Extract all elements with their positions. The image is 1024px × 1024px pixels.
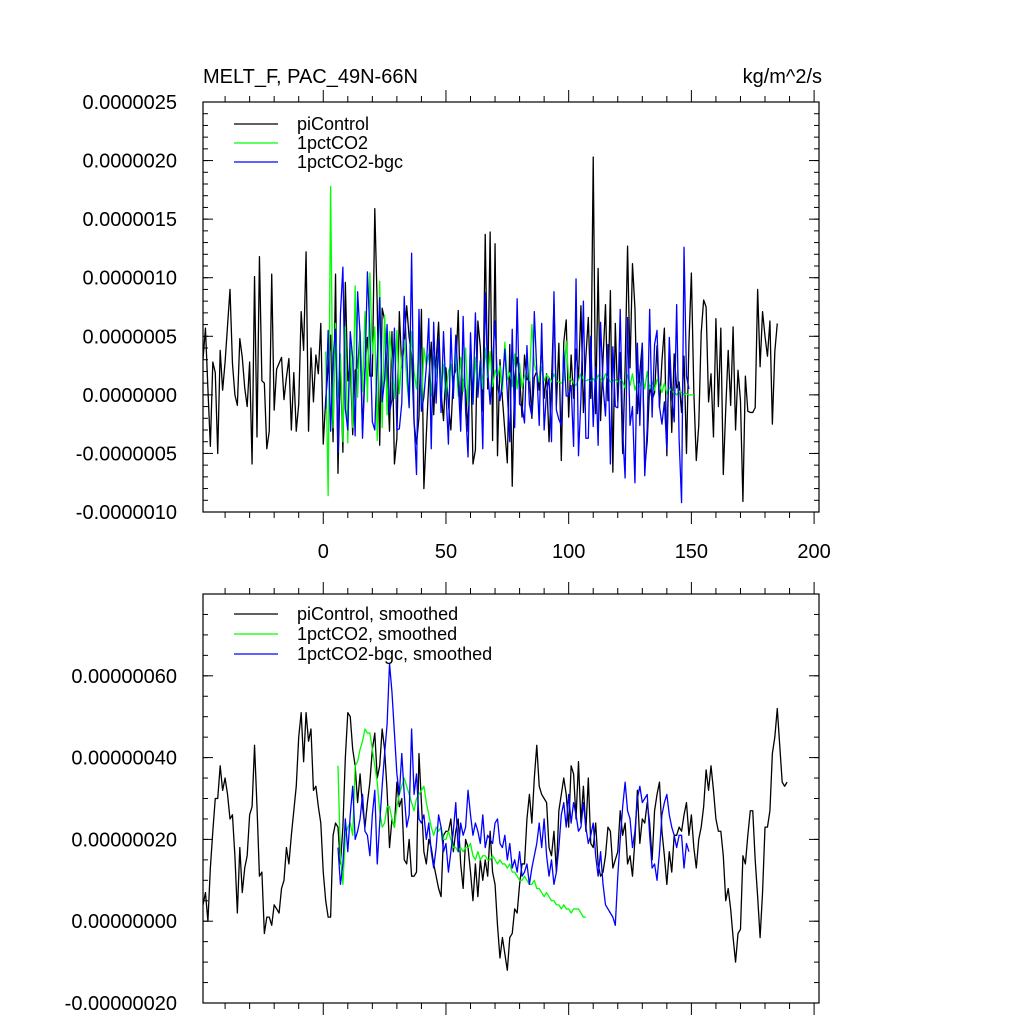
top-y-tick-label: 0.0000005	[82, 326, 177, 348]
bottom-legend-label-3: 1pctCO2-bgc, smoothed	[297, 644, 492, 664]
bottom-y-tick-label: 0.00000040	[71, 748, 177, 770]
bottom-legend-label-1: piControl, smoothed	[297, 604, 458, 624]
bottom-y-tick-label: 0.00000000	[71, 911, 177, 933]
top-y-tick-label: 0.0000025	[82, 92, 177, 114]
bottom-series-group	[203, 662, 788, 971]
top-axes: -0.0000010 -0.0000005 0.0000000 0.0000005 0.…	[76, 90, 831, 563]
top-x-tick-label: 100	[552, 541, 585, 563]
bottom-y-tick-label: 0.00000060	[71, 666, 177, 688]
top-y-tick-label: -0.0000010	[76, 502, 177, 524]
top-legend-label-1: piControl	[297, 114, 369, 134]
top-legend-label-3: 1pctCO2-bgc	[297, 152, 403, 172]
top-series-line-2	[325, 185, 694, 497]
bottom-tick-marks	[203, 582, 819, 1015]
bottom-series-line-1	[203, 707, 788, 971]
top-y-tick-label: 0.0000015	[82, 209, 177, 231]
bottom-series-line-3	[337, 662, 690, 926]
top-series-line-1	[203, 156, 778, 503]
top-y-tick-label: 0.0000020	[82, 151, 177, 173]
top-x-tick-label: 0	[318, 541, 329, 563]
bottom-axes: -0.00000020 0.00000000 0.00000020 0.0000004…	[65, 582, 820, 1015]
top-x-tick-label: 150	[675, 541, 708, 563]
top-y-tick-label: -0.0000005	[76, 443, 177, 465]
chart-title: MELT_F, PAC_49N-66N	[203, 66, 418, 88]
bottom-y-tick-label: -0.00000020	[65, 993, 177, 1015]
top-y-tick-label: 0.0000010	[82, 268, 177, 290]
top-x-tick-label: 200	[797, 541, 830, 563]
bottom-legend-label-2: 1pctCO2, smoothed	[297, 624, 457, 644]
bottom-series-line-2	[337, 728, 586, 918]
top-tick-marks	[203, 90, 819, 524]
top-series-line-3	[325, 246, 690, 504]
top-x-tick-label: 50	[435, 541, 457, 563]
top-legend-label-2: 1pctCO2	[297, 133, 368, 153]
units-label: kg/m^2/s	[743, 66, 822, 88]
top-plot-frame	[202, 101, 820, 513]
top-series-group	[203, 156, 778, 504]
bottom-y-tick-label: 0.00000020	[71, 829, 177, 851]
panel-top: MELT_F, PAC_49N-66N kg/m^2/s piControl1p…	[76, 66, 831, 563]
top-y-tick-label: 0.0000000	[82, 385, 177, 407]
